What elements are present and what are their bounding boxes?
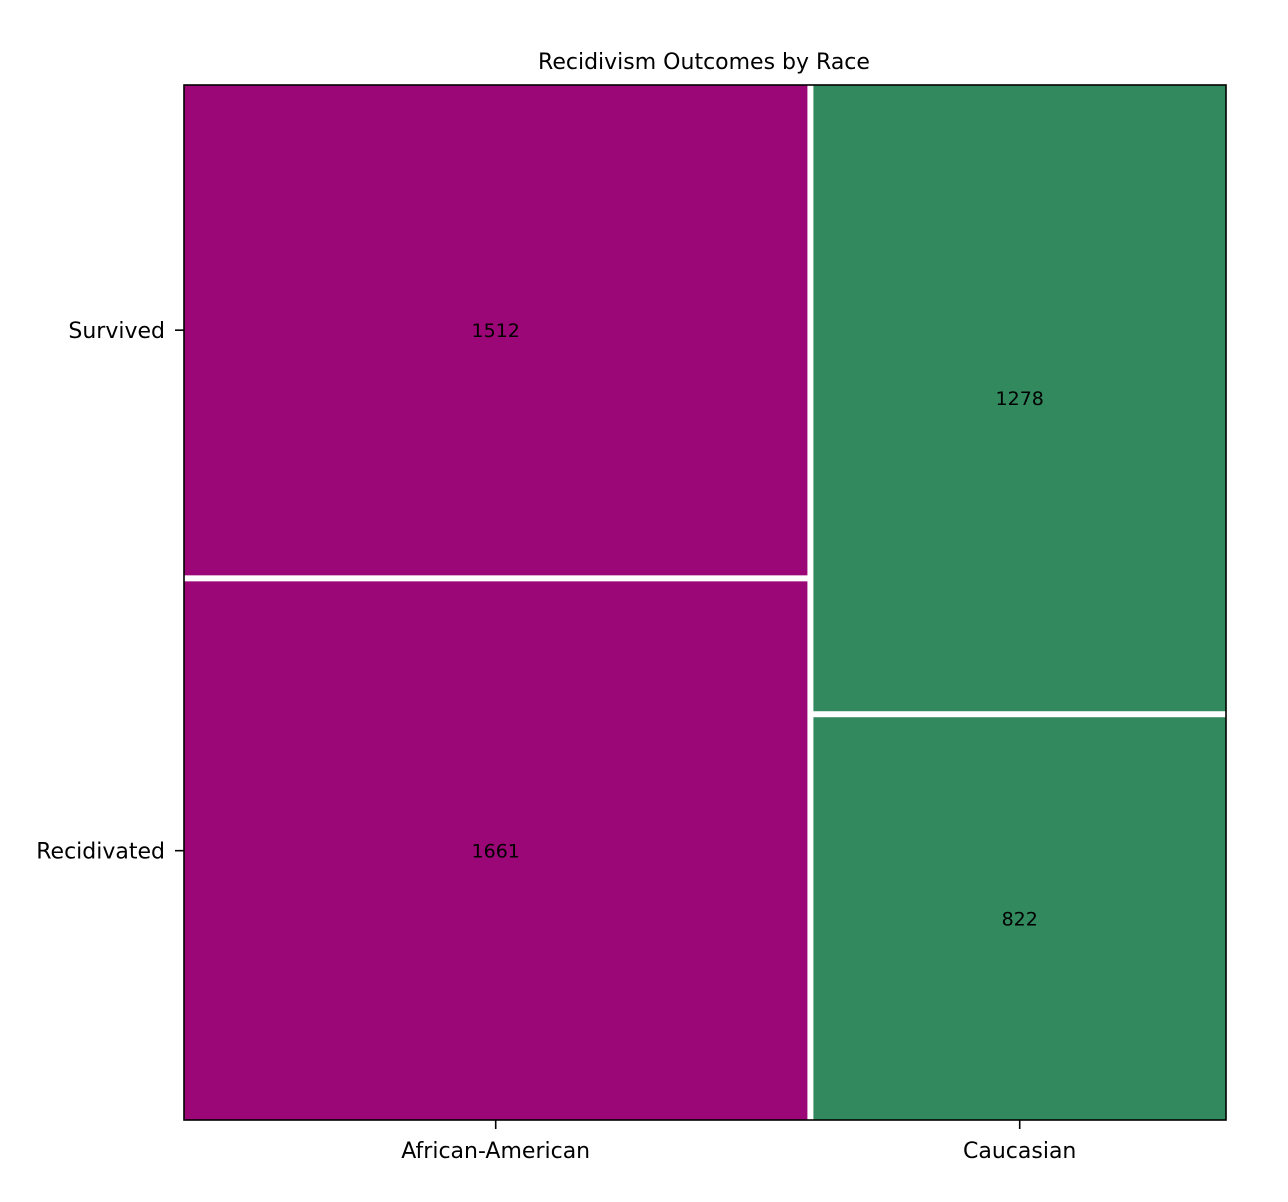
- cell-caucasian-recidivated: [813, 717, 1226, 1120]
- y-tick-label: Recidivated: [36, 840, 165, 865]
- cell-african-american-survived: [184, 85, 808, 576]
- cell-caucasian-survived: [813, 85, 1226, 712]
- cell-value-label: 1661: [472, 841, 520, 863]
- x-tick-label: Caucasian: [963, 1139, 1076, 1164]
- chart-title: Recidivism Outcomes by Race: [538, 50, 870, 75]
- plot-frame: [183, 84, 1227, 1121]
- y-tick-label: Survived: [68, 319, 165, 344]
- axes: African-American Caucasian Survived Recidiv…: [36, 319, 1076, 1164]
- cell-value-label: 822: [1002, 909, 1038, 931]
- x-tick-label: African-American: [401, 1139, 590, 1164]
- cell-value-label: 1278: [996, 388, 1044, 410]
- cell-african-american-recidivated: [184, 581, 808, 1120]
- mosaic-cells: 1512 1661 1278 822: [184, 85, 1226, 1120]
- cell-value-label: 1512: [472, 320, 520, 342]
